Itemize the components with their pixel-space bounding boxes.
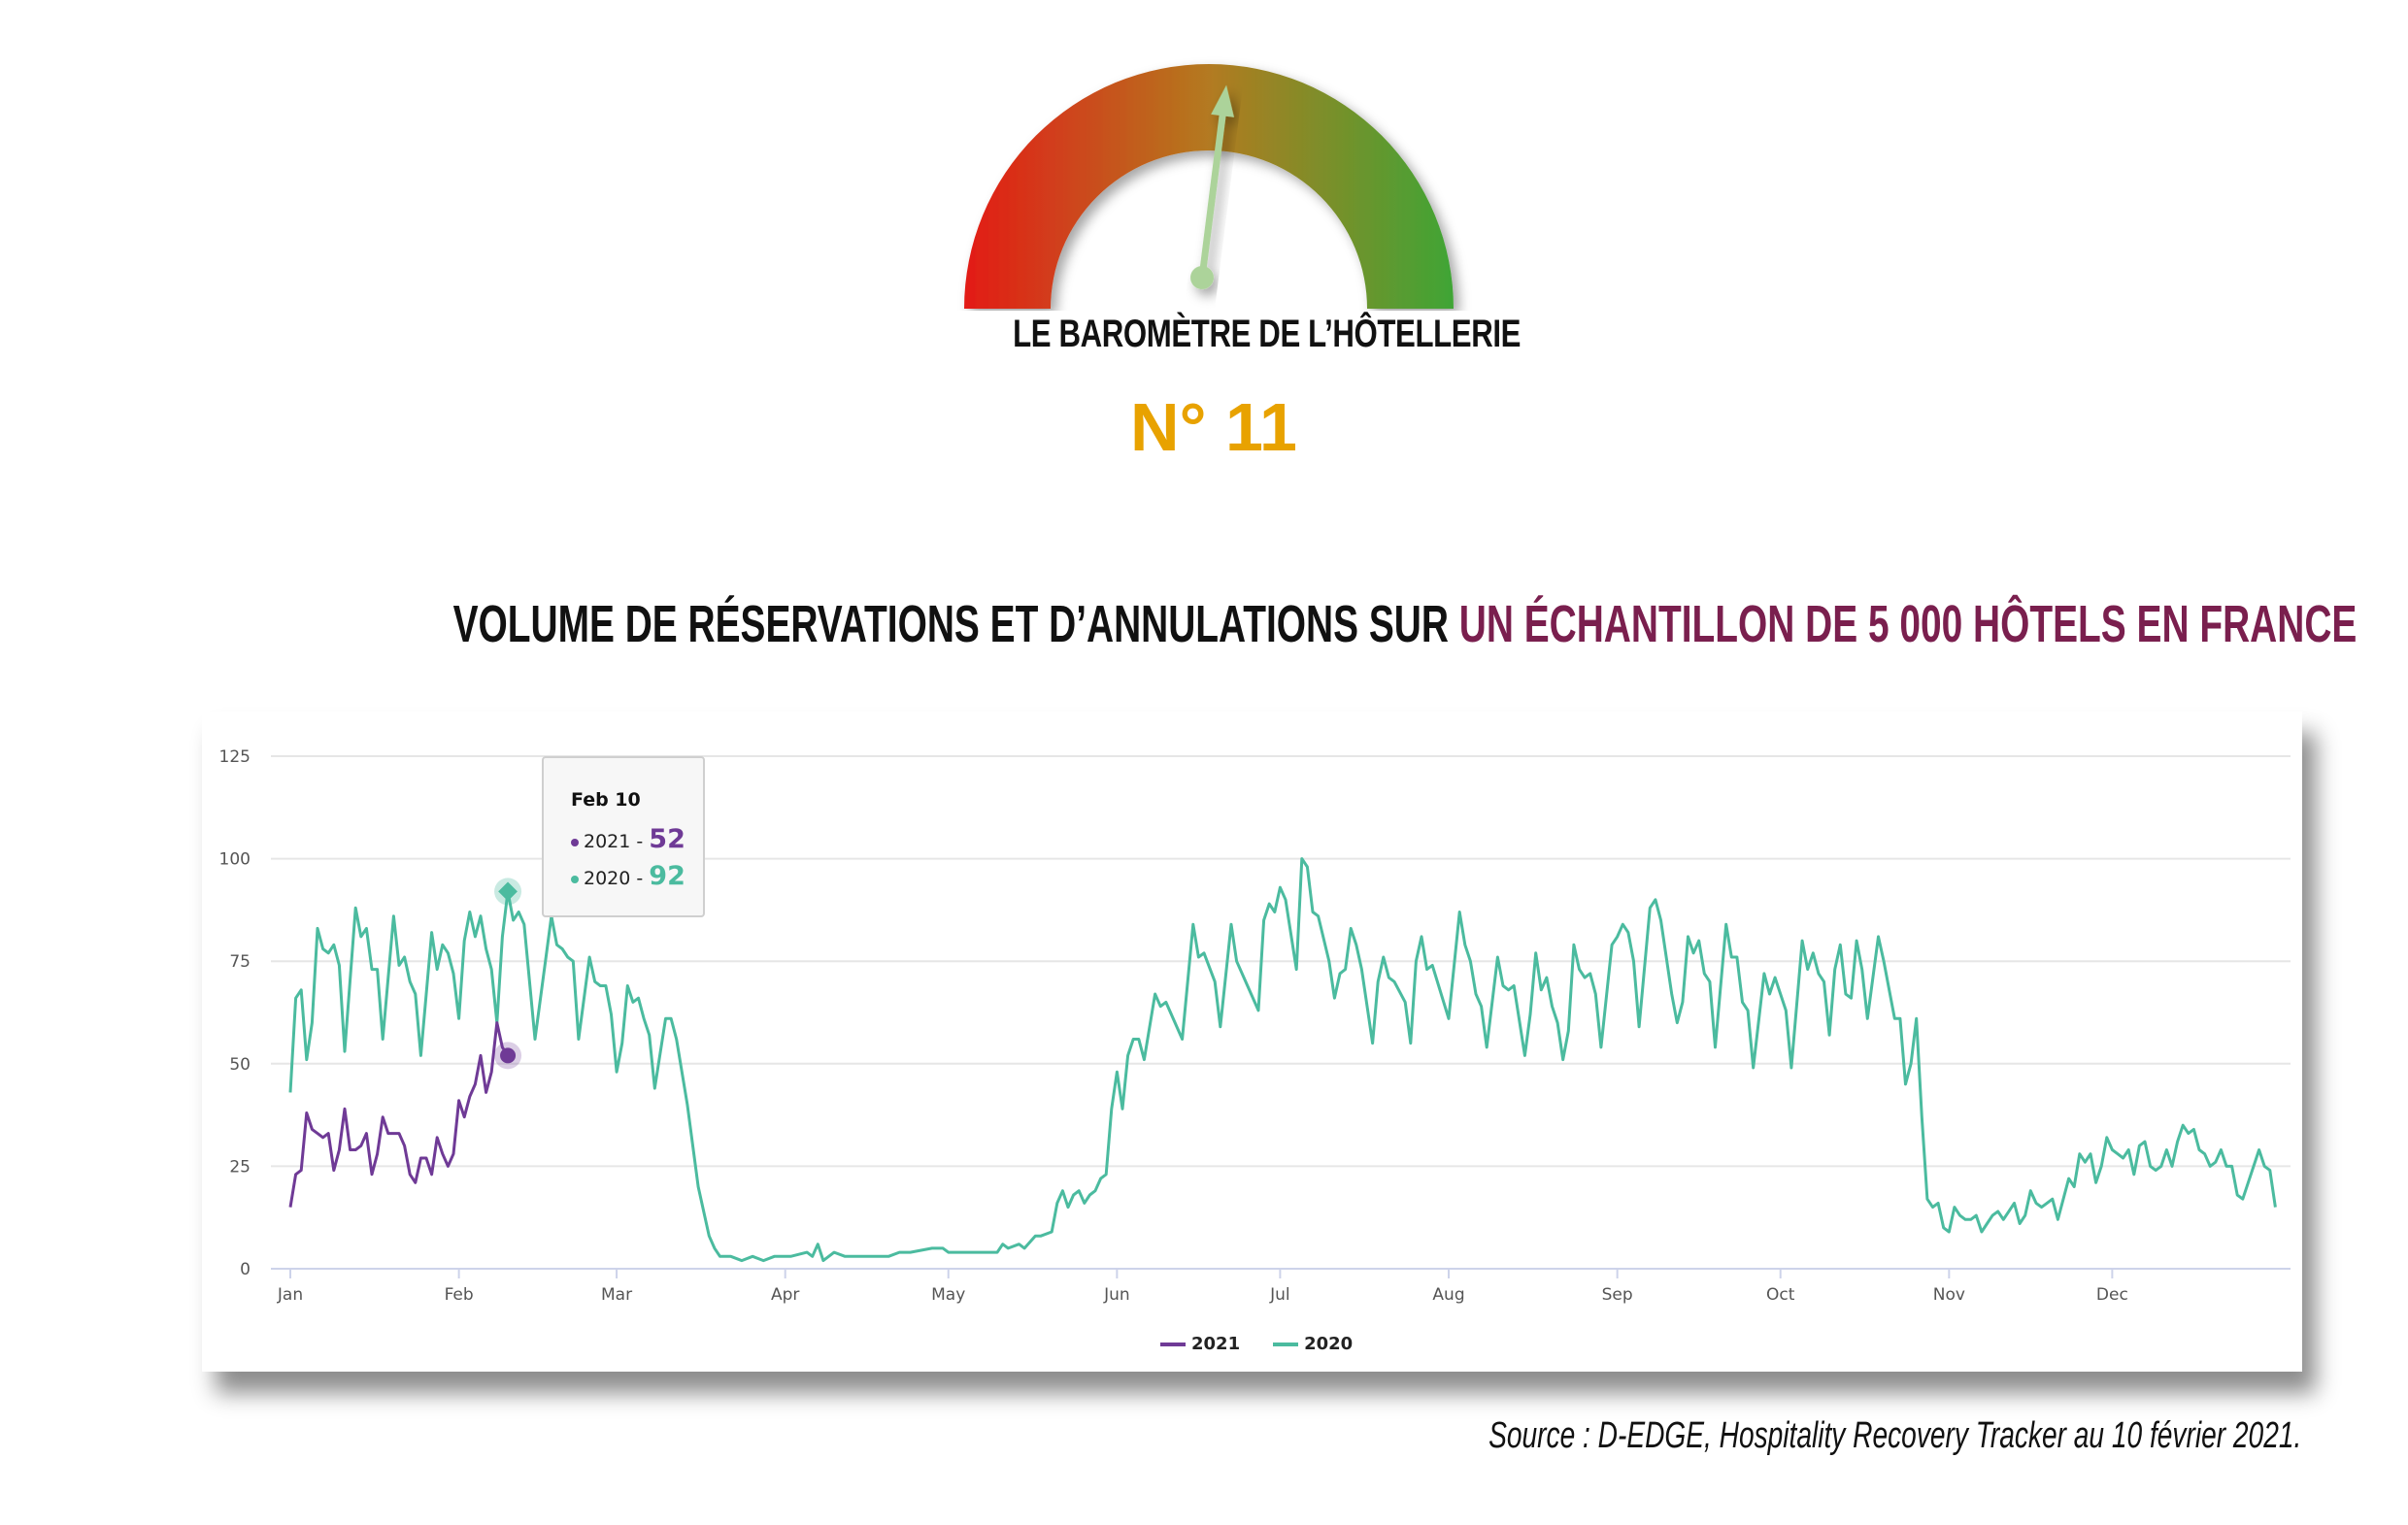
highlight-marker-2021 bbox=[500, 1047, 517, 1064]
source-note: Source : D-EDGE, Hospitality Recovery Tr… bbox=[1488, 1415, 2301, 1456]
tooltip-value: 52 bbox=[649, 824, 686, 854]
x-tick-label: Oct bbox=[1766, 1285, 1795, 1305]
chart-tooltip: Feb 10 2021 - 52 2020 - 92 bbox=[542, 756, 705, 917]
series-line-2021 bbox=[288, 1021, 510, 1208]
x-tick-label: Sep bbox=[1602, 1285, 1633, 1305]
x-tick-label: Jan bbox=[277, 1285, 303, 1305]
tooltip-label: 2021 - bbox=[584, 831, 650, 852]
dot-icon bbox=[571, 838, 579, 846]
dot-icon bbox=[571, 875, 579, 883]
tooltip-row-2021: 2021 - 52 bbox=[571, 824, 686, 854]
series-line-2020 bbox=[288, 857, 2277, 1263]
y-tick-label: 75 bbox=[229, 952, 251, 972]
highlight-marker-2020 bbox=[498, 881, 518, 902]
tooltip-label: 2020 - bbox=[584, 868, 650, 889]
tooltip-value: 92 bbox=[649, 861, 686, 891]
x-tick-label: Jun bbox=[1103, 1285, 1130, 1305]
x-tick-label: Dec bbox=[2096, 1285, 2128, 1305]
gauge-arc bbox=[964, 64, 1454, 309]
legend-item-2020[interactable]: 2020 bbox=[1273, 1334, 1353, 1354]
x-tick-label: May bbox=[931, 1285, 965, 1305]
x-tick-label: Aug bbox=[1432, 1285, 1464, 1305]
chart-headline: VOLUME DE RÉSERVATIONS ET D’ANNULATIONS … bbox=[452, 594, 2358, 654]
x-tick-label: Nov bbox=[1933, 1285, 1965, 1305]
x-tick-label: Apr bbox=[771, 1285, 799, 1305]
x-tick-label: Mar bbox=[601, 1285, 632, 1305]
x-tick-label: Jul bbox=[1269, 1285, 1290, 1305]
barometer-gauge bbox=[964, 64, 1454, 309]
gauge-title: LE BAROMÈTRE DE L’HÔTELLERIE bbox=[1013, 313, 1522, 355]
tooltip-row-2020: 2020 - 92 bbox=[571, 861, 686, 891]
y-tick-label: 100 bbox=[219, 850, 251, 870]
y-tick-label: 50 bbox=[229, 1055, 251, 1075]
headline-part2: UN ÉCHANTILLON DE 5 000 HÔTELS EN FRANCE bbox=[1458, 595, 2358, 653]
legend-label: 2020 bbox=[1304, 1334, 1354, 1354]
x-tick-label: Feb bbox=[445, 1285, 474, 1305]
y-tick-label: 0 bbox=[240, 1260, 251, 1279]
gauge-needle-icon bbox=[1190, 84, 1234, 289]
y-tick-label: 25 bbox=[229, 1157, 251, 1177]
legend-label: 2021 bbox=[1191, 1334, 1241, 1354]
tooltip-date: Feb 10 bbox=[571, 789, 641, 811]
legend-swatch bbox=[1273, 1343, 1299, 1346]
y-tick-label: 125 bbox=[219, 747, 251, 767]
line-chart: 0 25 50 75 100 125 Jan Feb Mar Apr May Jun Jul Aug Sep… bbox=[219, 747, 2291, 1305]
legend-item-2021[interactable]: 2021 bbox=[1160, 1334, 1240, 1354]
headline-part1: VOLUME DE RÉSERVATIONS ET D’ANNULATIONS … bbox=[452, 595, 1459, 653]
legend-swatch bbox=[1160, 1343, 1186, 1346]
issue-number: N° 11 bbox=[1130, 389, 1297, 465]
chart-legend: 2021 2020 bbox=[1160, 1334, 1353, 1354]
